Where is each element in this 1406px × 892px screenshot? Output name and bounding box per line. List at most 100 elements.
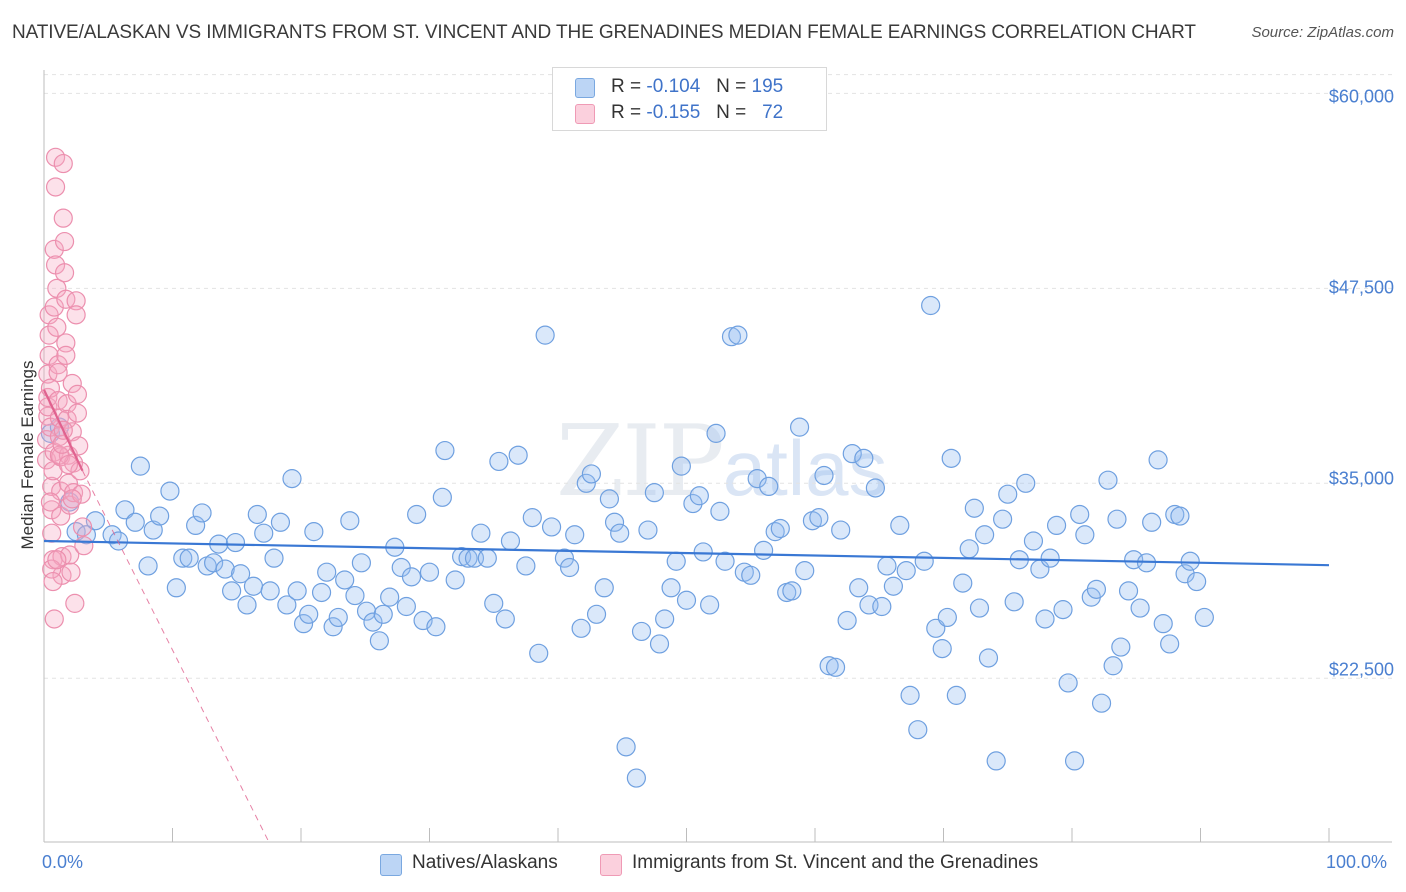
immigrants-point: [65, 593, 85, 613]
natives-point: [831, 520, 851, 540]
natives-point: [1153, 614, 1173, 634]
natives-point: [1130, 598, 1150, 618]
natives-point: [706, 423, 726, 443]
natives-point: [1118, 581, 1139, 601]
natives-point: [975, 525, 995, 545]
natives-point: [753, 540, 774, 560]
natives-point: [323, 617, 343, 637]
watermark-atlas: atlas: [722, 424, 888, 512]
natives-point: [363, 612, 383, 632]
natives-point: [293, 614, 314, 634]
natives-point: [471, 523, 491, 543]
immigrants-point: [69, 436, 89, 456]
immigrants-point: [66, 305, 86, 325]
immigrants-point: [42, 523, 62, 543]
immigrants-point: [63, 483, 84, 503]
natives-point: [953, 573, 973, 593]
natives-point: [655, 609, 675, 629]
immigrants-point: [60, 545, 80, 565]
natives-point: [484, 593, 504, 613]
natives-point: [941, 448, 961, 468]
natives-point: [993, 509, 1013, 529]
immigrants-point: [48, 362, 68, 383]
natives-point: [883, 576, 903, 596]
immigrants-point: [40, 492, 61, 512]
source-note: Source: ZipAtlas.com: [1251, 24, 1394, 41]
watermark-zip: ZIP: [556, 405, 725, 519]
natives-point: [969, 598, 990, 618]
immigrants-trend-line: [43, 389, 84, 472]
natives-point: [676, 590, 697, 610]
natives-point: [959, 539, 979, 559]
natives-point: [1035, 609, 1055, 629]
natives-point: [445, 570, 465, 590]
natives-point: [877, 556, 897, 576]
natives-point: [237, 595, 257, 615]
natives-point: [166, 578, 186, 598]
immigrants-point: [45, 177, 66, 197]
y-tick-label: $60,000: [1328, 86, 1394, 107]
natives-point: [610, 523, 630, 543]
natives-point: [865, 478, 885, 498]
natives-trend-line: [43, 539, 1330, 567]
natives-point: [340, 511, 360, 531]
natives-point: [896, 561, 916, 581]
immigrants-point: [44, 297, 64, 317]
correlation-legend: R = -0.104 N = 195 R = -0.155 N = 72: [552, 67, 827, 131]
natives-point: [335, 570, 355, 590]
natives-point: [380, 587, 400, 607]
natives-point: [946, 685, 966, 705]
natives-point: [900, 685, 920, 705]
natives-point: [914, 551, 934, 571]
natives-point: [666, 551, 686, 571]
natives-point: [282, 469, 302, 489]
natives-point: [638, 520, 658, 540]
natives-point: [1107, 509, 1127, 529]
natives-point: [529, 643, 549, 663]
chart-title: NATIVE/ALASKAN VS IMMIGRANTS FROM ST. VI…: [12, 22, 1196, 43]
immigrants-point: [43, 571, 63, 592]
natives-point: [143, 520, 163, 540]
immigrants-point: [52, 546, 72, 567]
natives-point: [921, 295, 941, 316]
natives-point: [986, 751, 1006, 771]
natives-point: [1187, 571, 1207, 592]
natives-point: [1070, 504, 1090, 525]
bottom-legend-label: Natives/Alaskans: [412, 852, 558, 873]
natives-point: [1016, 473, 1036, 493]
natives-point: [1091, 693, 1112, 713]
natives-point: [599, 489, 620, 509]
natives-point: [125, 512, 145, 532]
natives-point: [721, 327, 742, 347]
natives-point: [432, 487, 452, 507]
natives-point: [747, 469, 767, 489]
natives-point: [345, 585, 365, 606]
natives-point: [644, 483, 664, 503]
natives-point: [872, 596, 892, 617]
natives-point: [299, 604, 319, 624]
natives-point: [710, 501, 730, 521]
natives-point: [854, 448, 874, 468]
natives-point: [842, 444, 862, 464]
natives-point: [689, 486, 709, 506]
immigrants-point: [54, 231, 75, 252]
immigrants-point: [47, 550, 67, 570]
natives-point: [581, 464, 602, 484]
immigrants-point: [58, 473, 79, 493]
natives-point: [770, 518, 790, 539]
natives-point: [1040, 548, 1060, 568]
natives-point: [508, 445, 528, 465]
natives-point: [369, 631, 389, 651]
immigrants-point: [45, 147, 66, 167]
natives-point: [489, 451, 509, 472]
natives-point: [998, 484, 1018, 504]
immigrants-point: [53, 153, 73, 174]
natives-point: [287, 581, 307, 601]
natives-point: [407, 504, 427, 525]
natives-point: [516, 556, 536, 576]
natives-point: [138, 556, 158, 576]
natives-point: [759, 476, 779, 497]
natives-point: [908, 720, 928, 740]
natives-point: [522, 508, 542, 528]
immigrants-point: [71, 484, 91, 504]
